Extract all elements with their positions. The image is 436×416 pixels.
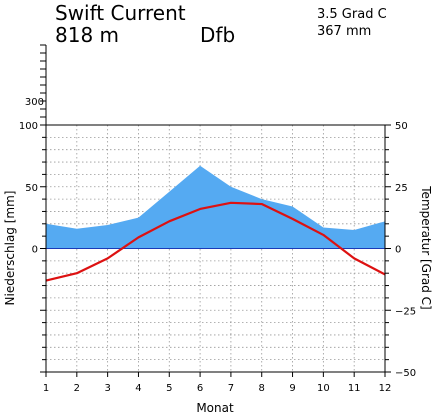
left-tick-labels: 100 50 0 xyxy=(19,121,38,256)
right-tick-label: −50 xyxy=(395,368,416,379)
x-tick-label: 12 xyxy=(379,383,392,394)
right-tick-label: −25 xyxy=(395,306,416,317)
x-tick-label: 5 xyxy=(166,383,172,394)
station-elevation: 818 m xyxy=(55,23,119,47)
x-tick-label: 1 xyxy=(43,383,49,394)
x-tick-label: 8 xyxy=(259,383,265,394)
left-tick-label: 0 xyxy=(32,245,38,256)
right-axis-title: Temperatur [Grad C] xyxy=(419,185,433,309)
climate-classification: Dfb xyxy=(200,23,235,47)
right-tick-labels: 50 25 0 −25 −50 xyxy=(395,121,416,379)
station-name: Swift Current xyxy=(55,1,186,25)
temperature-line xyxy=(45,201,386,282)
x-tick-label: 10 xyxy=(317,383,330,394)
x-tick-label: 4 xyxy=(135,383,141,394)
x-tick-label: 2 xyxy=(74,383,80,394)
left-axis-title: Niederschlag [mm] xyxy=(3,191,17,306)
upper-precipitation-scale: 300 xyxy=(25,44,47,126)
x-tick-labels: 1 2 3 4 5 6 7 8 9 10 11 12 xyxy=(43,383,392,394)
x-axis-title: Monat xyxy=(196,401,234,415)
right-tick-label: 25 xyxy=(395,183,408,194)
annual-precipitation: 367 mm xyxy=(317,24,371,39)
right-tick-label: 50 xyxy=(395,121,408,132)
left-tick-label: 50 xyxy=(25,183,38,194)
axis-ticks xyxy=(40,124,391,377)
x-tick-label: 11 xyxy=(348,383,361,394)
x-tick-label: 3 xyxy=(104,383,110,394)
upper-scale-label: 300 xyxy=(25,97,44,108)
precipitation-area xyxy=(46,165,385,249)
annual-mean-temperature: 3.5 Grad C xyxy=(317,7,387,22)
x-tick-label: 9 xyxy=(289,383,295,394)
x-tick-label: 7 xyxy=(228,383,234,394)
left-tick-label: 100 xyxy=(19,121,38,132)
x-tick-label: 6 xyxy=(197,383,203,394)
right-tick-label: 0 xyxy=(395,245,401,256)
